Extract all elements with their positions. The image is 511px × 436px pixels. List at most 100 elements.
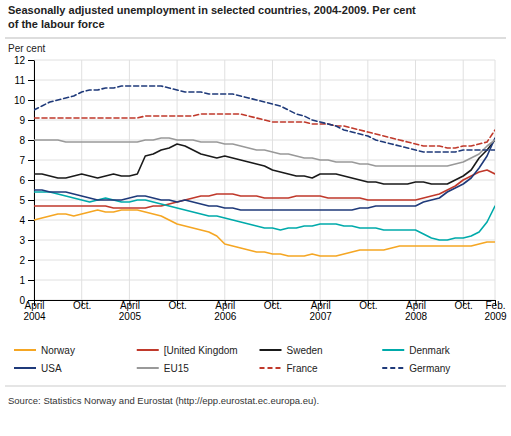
y-tick-mark [28, 60, 34, 61]
y-tick-label: 12 [14, 55, 26, 66]
x-tick-label: April2008 [405, 300, 428, 322]
legend-label: EU15 [164, 363, 189, 374]
y-tick-mark [28, 100, 34, 101]
y-tick-label: 1 [19, 275, 25, 286]
y-tick: 9 [19, 115, 34, 126]
y-tick-mark [28, 80, 34, 81]
x-tick: April2004 [23, 300, 46, 322]
x-tick-label: Feb.2009 [484, 300, 507, 322]
x-tick-label: April2006 [214, 300, 237, 322]
x-tick-label: Oct. [73, 300, 91, 311]
legend-label: France [287, 363, 319, 374]
x-tick: Oct. [73, 300, 91, 311]
source-note: Source: Statistics Norway and Eurostat (… [8, 395, 319, 406]
y-tick: 6 [19, 175, 34, 186]
y-tick: 11 [15, 75, 34, 86]
grid-line-y [34, 240, 495, 241]
grid-line-y [34, 180, 495, 181]
x-tick: April2005 [119, 300, 142, 322]
y-tick: 7 [19, 155, 34, 166]
legend: Norway [United Kingdom Sweden Denmark USA EU1… [14, 345, 451, 374]
legend-item: EU15 [137, 363, 189, 374]
y-tick-label: 5 [19, 195, 25, 206]
x-tick: Feb.2009 [484, 300, 507, 322]
y-tick: 5 [19, 195, 34, 206]
y-tick-label: 8 [19, 135, 25, 146]
legend-swatch [260, 367, 282, 369]
series-line [34, 170, 495, 208]
y-tick-label: 11 [15, 75, 26, 86]
series-line [34, 210, 495, 256]
legend-swatch [382, 349, 404, 351]
y-tick-label: 6 [19, 175, 25, 186]
legend-item: [United Kingdom [137, 345, 238, 356]
grid-line-x [495, 60, 496, 300]
y-tick-mark [28, 200, 34, 201]
y-tick-label: 10 [14, 95, 26, 106]
grid-line-x [81, 60, 82, 300]
grid-line-y [34, 100, 495, 101]
grid-line-y [34, 260, 495, 261]
legend-item: France [260, 363, 319, 374]
x-tick-label: Oct. [455, 300, 473, 311]
x-tick: Oct. [359, 300, 377, 311]
x-tick: April2006 [214, 300, 237, 322]
grid-line-y [34, 280, 495, 281]
legend-item: Sweden [260, 345, 323, 356]
y-tick-mark [28, 160, 34, 161]
grid-line-y [34, 160, 495, 161]
title-rule [5, 38, 506, 39]
legend-swatch [260, 349, 282, 351]
legend-swatch [137, 349, 159, 351]
source-rule [5, 386, 506, 387]
x-tick-label: April2004 [23, 300, 46, 322]
y-axis-label: Per cent [8, 43, 45, 54]
y-tick-mark [28, 240, 34, 241]
y-tick: 10 [14, 95, 34, 106]
legend-swatch [14, 349, 36, 351]
x-tick: April2008 [405, 300, 428, 322]
plot: 0123456789101112April2004Oct.April2005Oc… [14, 55, 507, 322]
y-tick-mark [28, 260, 34, 261]
y-tick-label: 4 [19, 215, 25, 226]
series-line [34, 114, 495, 148]
legend-label: Sweden [287, 345, 323, 356]
x-tick: Oct. [168, 300, 186, 311]
y-tick-label: 7 [19, 155, 25, 166]
grid-line-x [367, 60, 368, 300]
y-tick-mark [28, 280, 34, 281]
legend-swatch [14, 367, 36, 369]
grid-line-y [34, 140, 495, 141]
grid-line-y [34, 80, 495, 81]
grid [34, 60, 495, 300]
legend-label: Denmark [409, 345, 451, 356]
y-tick-label: 3 [19, 235, 25, 246]
legend-swatch [382, 367, 404, 369]
legend-label: [United Kingdom [164, 345, 238, 356]
y-tick-label: 9 [19, 115, 25, 126]
legend-label: Norway [41, 345, 75, 356]
grid-line-x [224, 60, 225, 300]
grid-line-x [272, 60, 273, 300]
legend-label: Germany [409, 363, 450, 374]
y-tick: 1 [19, 275, 34, 286]
y-tick: 12 [14, 55, 34, 66]
x-tick: April2007 [310, 300, 333, 322]
x-tick: Oct. [455, 300, 473, 311]
legend-item: Denmark [382, 345, 451, 356]
legend-swatch [137, 367, 159, 369]
x-tick: Oct. [264, 300, 282, 311]
x-tick-label: Oct. [168, 300, 186, 311]
x-tick-label: April2007 [310, 300, 333, 322]
legend-label: USA [41, 363, 62, 374]
series-line [34, 86, 495, 152]
title: Seasonally adjusted unemployment in sele… [8, 4, 416, 30]
y-axis: 0123456789101112 [14, 55, 35, 306]
legend-item: Germany [382, 363, 450, 374]
grid-line-x [320, 60, 321, 300]
lines [34, 86, 495, 256]
x-tick-label: April2005 [119, 300, 142, 322]
y-tick: 8 [19, 135, 34, 146]
series-line [34, 138, 495, 166]
x-tick-label: Oct. [264, 300, 282, 311]
